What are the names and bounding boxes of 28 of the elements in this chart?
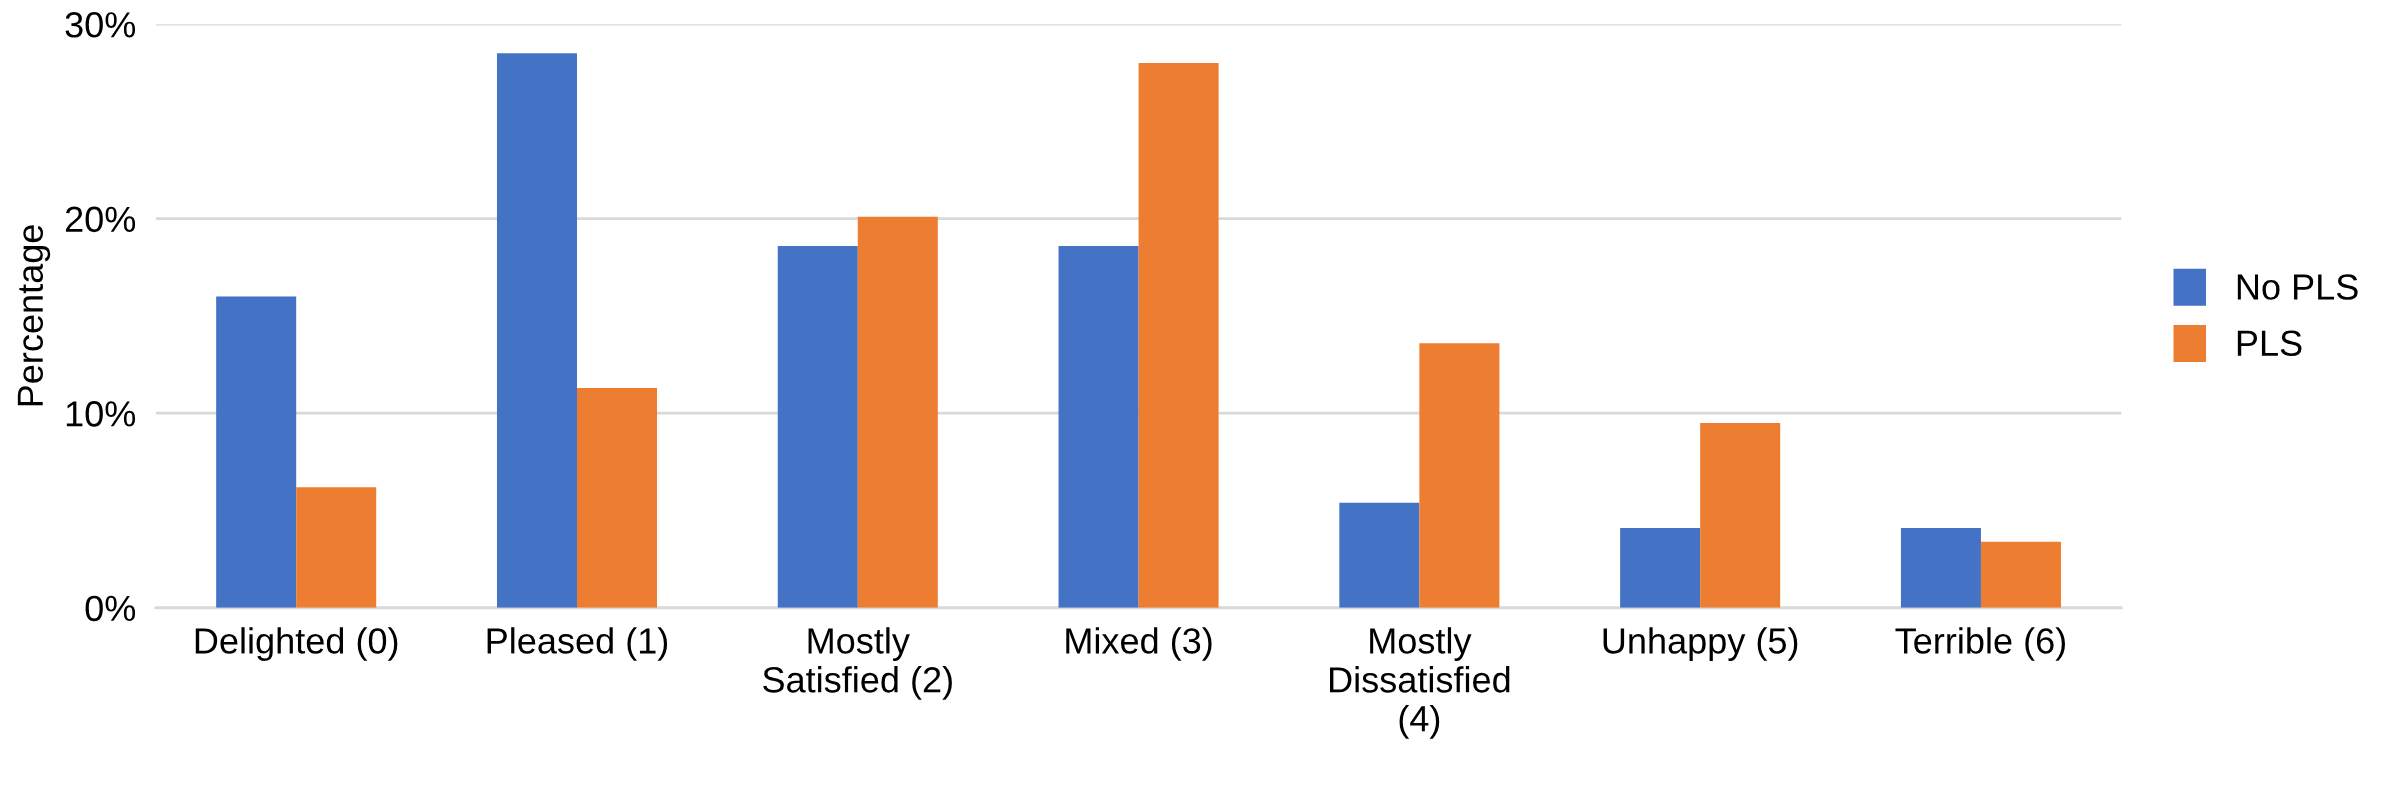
x-tick-label: Terrible (6) — [1895, 627, 2065, 661]
y-tick-label: 20% — [65, 206, 136, 233]
bar — [1339, 502, 1420, 608]
bar — [496, 53, 577, 608]
bar — [216, 296, 297, 608]
legend-label: No PLS — [2237, 274, 2358, 300]
y-tick-label: 0% — [85, 595, 136, 622]
bar — [1900, 528, 1981, 608]
bar — [296, 487, 377, 608]
y-axis-title: Percentage — [17, 225, 51, 406]
y-tick-label: 10% — [66, 401, 136, 427]
bar — [1419, 343, 1500, 608]
x-tick-label: Unhappy (5) — [1603, 627, 1798, 661]
x-tick-label: Delighted (0) — [195, 627, 398, 661]
x-tick-label: Pleased (1) — [487, 627, 668, 661]
x-tick-label: Mixed (3) — [1066, 627, 1212, 661]
bar — [777, 245, 858, 608]
bar — [1700, 422, 1781, 608]
bar — [1620, 528, 1701, 608]
legend-label: PLS — [2237, 330, 2302, 357]
bar — [1058, 245, 1139, 608]
x-tick-label: Mostly Satisfied (2) — [763, 627, 952, 700]
x-tick-label: Mostly Dissatisfied (4) — [1330, 627, 1510, 739]
bar — [576, 387, 658, 608]
bar — [1138, 63, 1219, 608]
bar — [857, 216, 938, 608]
bar — [1980, 541, 2061, 608]
y-tick-label: 30% — [65, 12, 136, 38]
